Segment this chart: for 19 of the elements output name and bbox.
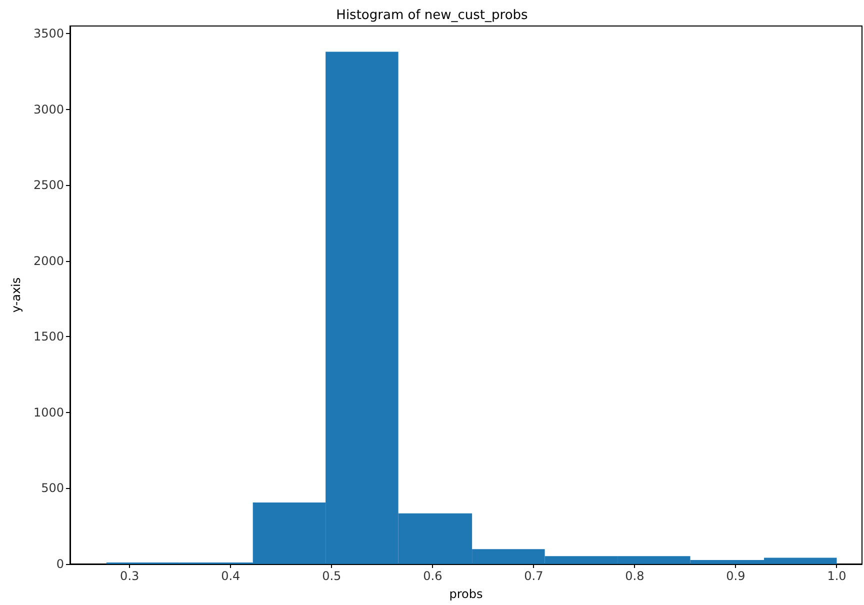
y-tick-label: 2000 xyxy=(33,254,64,268)
x-tick-label: 0.3 xyxy=(120,569,140,583)
chart-title: Histogram of new_cust_probs xyxy=(336,8,528,23)
x-tick-label: 1.0 xyxy=(827,569,846,583)
y-tick-label: 3500 xyxy=(33,26,64,41)
y-tick-label: 0 xyxy=(56,557,64,571)
y-tick-label: 1000 xyxy=(33,405,64,420)
x-tick-label: 0.6 xyxy=(423,569,442,583)
x-tick-label: 0.7 xyxy=(524,569,544,583)
x-tick-label: 0.8 xyxy=(625,569,644,583)
y-axis-title: y-axis xyxy=(9,277,23,313)
y-tick-label: 1500 xyxy=(33,330,64,344)
y-tick-label: 3000 xyxy=(33,102,64,116)
x-tick-label: 0.4 xyxy=(221,569,240,583)
y-tick-label: 500 xyxy=(41,481,64,496)
x-tick-label: 0.5 xyxy=(322,569,342,583)
x-axis-title: probs xyxy=(449,587,483,601)
x-tick-label: 0.9 xyxy=(726,569,746,583)
y-tick-label: 2500 xyxy=(33,178,64,192)
